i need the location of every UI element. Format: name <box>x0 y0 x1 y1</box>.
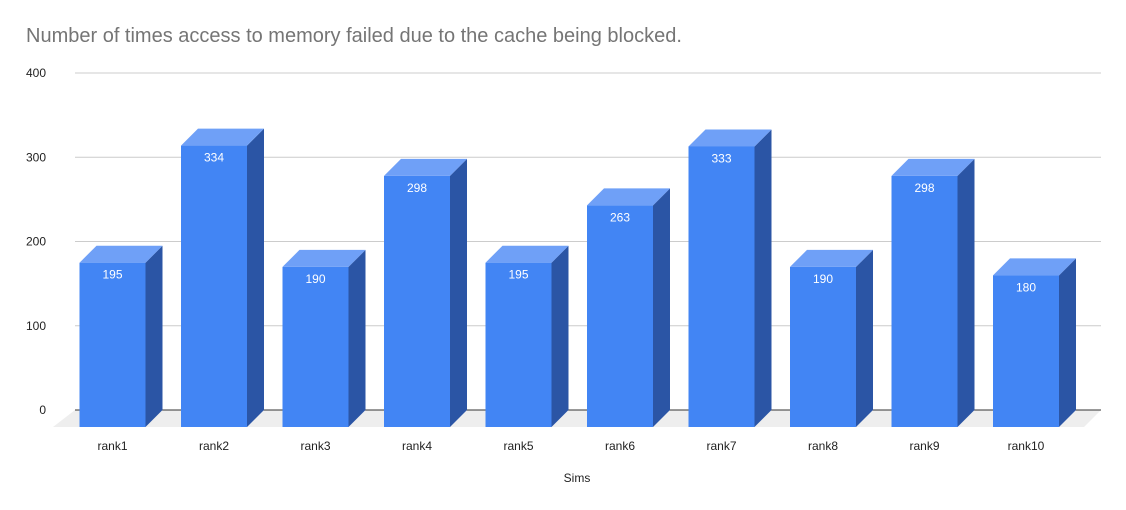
x-tick-label: rank7 <box>706 439 736 453</box>
bar-top-face <box>993 258 1076 276</box>
bar-side-face <box>957 158 975 427</box>
bar-top-face <box>384 158 467 176</box>
bar-top-face <box>181 128 264 146</box>
bar-front-face <box>993 275 1059 427</box>
bars: 195 334 190 298 195 263 333 190 298 180 <box>79 128 1076 428</box>
bar-top-face <box>282 249 366 267</box>
x-tick-label: rank2 <box>199 439 229 453</box>
bar-side-face <box>348 249 366 427</box>
bar-front-face <box>891 175 958 427</box>
x-tick-label: rank9 <box>909 439 939 453</box>
y-tick-label: 300 <box>26 150 46 164</box>
bar-top-face <box>790 249 873 267</box>
x-tick-label: rank10 <box>1008 439 1045 453</box>
bar: 334 <box>181 128 264 428</box>
x-tick-label: rank8 <box>808 439 838 453</box>
bar-front-face <box>79 262 146 427</box>
bar: 190 <box>790 249 873 427</box>
bar: 298 <box>384 158 467 427</box>
y-tick-label: 100 <box>26 319 46 333</box>
x-tick-label: rank3 <box>300 439 330 453</box>
data-label: 195 <box>102 268 122 282</box>
bar-side-face <box>653 188 670 427</box>
bar: 190 <box>282 249 366 427</box>
bar: 333 <box>688 129 772 427</box>
data-label: 180 <box>1016 280 1036 294</box>
bar-top-face <box>891 158 975 176</box>
bar-side-face <box>856 249 873 427</box>
x-tick-label: rank1 <box>97 439 127 453</box>
x-tick-label: rank5 <box>503 439 533 453</box>
data-label: 190 <box>813 272 833 286</box>
bar-front-face <box>790 266 856 427</box>
bar-front-face <box>282 266 349 427</box>
y-tick-label: 400 <box>26 66 46 80</box>
bar: 180 <box>993 258 1076 427</box>
bar-side-face <box>145 245 163 427</box>
data-label: 333 <box>711 151 731 165</box>
x-axis-title: Sims <box>564 471 591 485</box>
data-label: 190 <box>305 272 325 286</box>
bar: 298 <box>891 158 975 427</box>
data-label: 263 <box>610 210 630 224</box>
bar-side-face <box>247 128 264 428</box>
bar-front-face <box>688 146 755 427</box>
y-tick-label: 200 <box>26 235 46 249</box>
bar-top-face <box>587 188 670 206</box>
bar: 195 <box>79 245 163 427</box>
bar-top-face <box>79 245 163 263</box>
bar-front-face <box>181 145 247 428</box>
bar-side-face <box>754 129 772 427</box>
bar-top-face <box>485 245 569 263</box>
chart-title: Number of times access to memory failed … <box>26 25 682 47</box>
bar: 195 <box>485 245 569 427</box>
data-label: 298 <box>914 181 934 195</box>
bar-side-face <box>551 245 569 427</box>
bar-top-face <box>688 129 772 147</box>
bar-front-face <box>384 175 450 427</box>
x-tick-label: rank4 <box>402 439 432 453</box>
x-axis-labels: rank1 rank2 rank3 rank4 rank5 rank6 rank7 rank8… <box>97 439 1044 453</box>
data-label: 195 <box>508 268 528 282</box>
y-tick-label: 0 <box>39 403 46 417</box>
y-axis-ticks: 0 100 200 300 400 <box>26 66 46 417</box>
bar-front-face <box>587 205 653 427</box>
bar-front-face <box>485 262 552 427</box>
bar-side-face <box>450 158 467 427</box>
data-label: 334 <box>204 151 224 165</box>
x-tick-label: rank6 <box>605 439 635 453</box>
bar: 263 <box>587 188 670 427</box>
bar-side-face <box>1059 258 1076 427</box>
data-label: 298 <box>407 181 427 195</box>
